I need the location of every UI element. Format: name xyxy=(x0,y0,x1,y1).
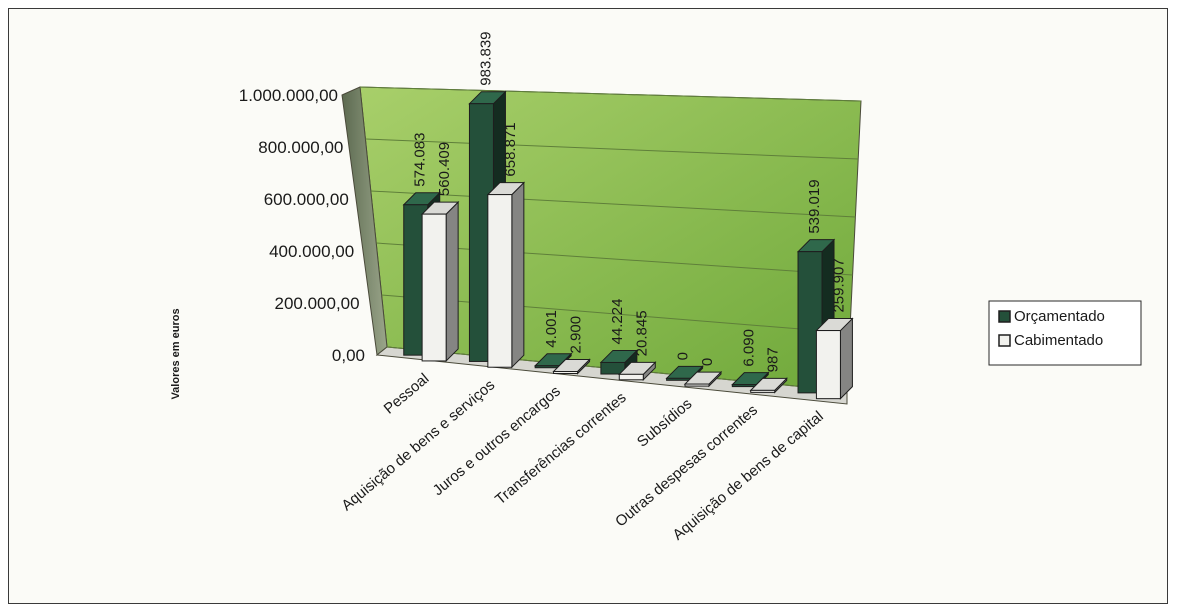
gridline xyxy=(365,138,859,160)
bar-front xyxy=(534,365,560,369)
bar-cabimentado xyxy=(815,317,854,400)
bar-front xyxy=(553,371,579,375)
data-label: 20.845 xyxy=(633,310,650,356)
legend-entry: Orçamentado xyxy=(1014,308,1105,325)
bar-chart: 0,00 200.000,00 400.000,00 600.000,00 800.00… xyxy=(170,31,1142,544)
bar-front xyxy=(666,377,692,381)
legend-swatch xyxy=(998,310,1011,323)
data-label: 539.019 xyxy=(806,179,823,233)
category-label: Subsídios xyxy=(634,395,695,450)
bar-front xyxy=(421,213,447,362)
data-label: 987 xyxy=(765,347,782,372)
bar-front xyxy=(618,373,644,381)
category-label: Aquisição de bens de capital xyxy=(669,408,826,544)
category-label: Transferências correntes xyxy=(492,389,630,508)
y-tick-label: 1.000.000,00 xyxy=(239,86,338,105)
bar-cabimentado xyxy=(683,370,723,388)
y-tick-label: 800.000,00 xyxy=(258,138,343,157)
data-label: 0 xyxy=(675,352,692,360)
legend-entry: Cabimentado xyxy=(1014,332,1103,349)
y-tick-label: 200.000,00 xyxy=(275,294,360,313)
bar-front xyxy=(487,194,513,368)
data-label: 259.907 xyxy=(830,258,847,312)
category-label: Aquisição de bens e serviços xyxy=(338,376,498,514)
data-label: 4.001 xyxy=(543,310,560,348)
category-label: Juros e outros encargos xyxy=(430,383,564,499)
data-label: 658.871 xyxy=(502,122,519,176)
y-axis-title: Valores em euros xyxy=(170,308,182,399)
bar-cabimentado xyxy=(486,181,526,369)
gridline xyxy=(381,294,850,334)
bar-front xyxy=(815,330,841,400)
gridline xyxy=(370,190,856,218)
y-tick-label: 0,00 xyxy=(332,346,365,365)
data-label: 574.083 xyxy=(412,133,429,187)
bar-cabimentado xyxy=(420,200,460,363)
legend-box xyxy=(988,300,1142,366)
bar-cabimentado xyxy=(552,358,591,375)
y-tick-label: 400.000,00 xyxy=(269,242,354,261)
category-label: Outras despesas correntes xyxy=(612,402,761,531)
data-label: 0 xyxy=(699,358,716,366)
data-label: 6.090 xyxy=(740,329,757,367)
y-tick-label: 600.000,00 xyxy=(264,190,349,209)
data-label: 560.409 xyxy=(436,142,453,196)
legend: Orçamentado Cabimentado xyxy=(988,300,1142,366)
gridline xyxy=(359,86,862,102)
chart-frame: 0,00 200.000,00 400.000,00 600.000,00 800.00… xyxy=(8,8,1168,604)
bar-side xyxy=(511,181,525,369)
data-label: 44.224 xyxy=(609,299,626,345)
data-label: 2.900 xyxy=(568,316,585,354)
data-label: 983.839 xyxy=(477,31,494,85)
bar-cabimentado xyxy=(749,377,788,394)
bar-front xyxy=(731,384,757,388)
category-label: Pessoal xyxy=(381,370,433,417)
bar-side xyxy=(445,200,459,363)
bar-front xyxy=(750,389,776,393)
bar-side xyxy=(839,317,853,400)
bar-front xyxy=(684,383,710,387)
legend-swatch xyxy=(998,334,1011,347)
bar-cabimentado xyxy=(618,361,657,381)
